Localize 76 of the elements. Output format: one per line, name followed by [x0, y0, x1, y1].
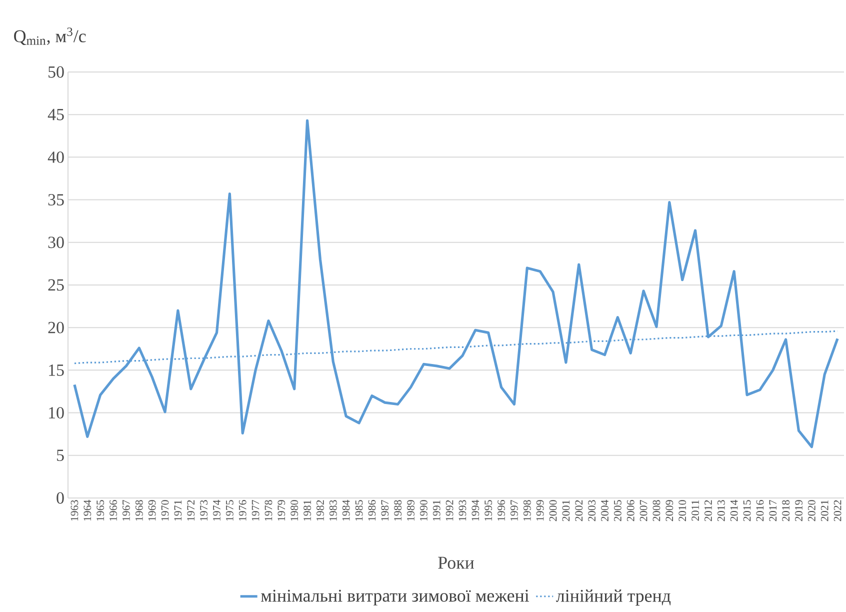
x-tick-label: 1991: [432, 500, 440, 521]
x-tick-label: 2013: [717, 500, 725, 522]
x-tick-label: 1984: [342, 500, 350, 521]
x-tick-label: 1999: [536, 500, 544, 521]
x-tick-label: 1997: [510, 500, 518, 521]
x-tick-label: 2011: [692, 500, 699, 521]
x-tick-label: 2007: [640, 500, 648, 522]
x-tick-label: 1978: [264, 500, 272, 521]
x-tick-label: 2003: [588, 500, 596, 522]
x-tick-label: 1998: [523, 500, 531, 521]
x-tick-label: 1963: [70, 500, 78, 521]
x-tick-label: 1987: [381, 500, 389, 521]
x-tick-label: 1989: [407, 500, 414, 521]
y-tick-label: 40: [48, 151, 64, 163]
x-tick-label: 2008: [652, 500, 660, 522]
x-tick-label: 2012: [704, 500, 712, 522]
x-tick-label: 1976: [238, 500, 246, 521]
x-tick-label: 1974: [213, 500, 220, 521]
x-tick-label: 2002: [575, 500, 583, 522]
x-tick-label: 1971: [174, 500, 182, 521]
x-tick-label: 1968: [135, 500, 143, 521]
x-tick-label: 2014: [730, 500, 738, 522]
x-tick-label: 1969: [148, 500, 156, 521]
x-tick-label: 2009: [666, 500, 674, 522]
line-series: [73, 119, 839, 448]
x-tick-label: 2019: [795, 500, 802, 522]
y-tick-label: 25: [48, 279, 64, 291]
y-tick-label: 15: [49, 364, 64, 376]
x-tick-label: 1972: [187, 500, 195, 521]
x-tick-label: 1980: [290, 500, 298, 521]
x-tick-label: 2018: [782, 500, 790, 522]
y-tick-label: 45: [48, 108, 64, 120]
x-tick-label: 1970: [161, 500, 169, 521]
x-tick-label: 2017: [769, 500, 777, 522]
x-tick-label: 1985: [355, 500, 363, 521]
x-tick-label: 1992: [446, 500, 454, 521]
y-tick-label: 50: [48, 66, 64, 78]
x-tick-label: 2004: [601, 500, 608, 522]
x-tick-label: 1983: [329, 500, 337, 521]
x-tick-label: 1973: [200, 500, 208, 521]
x-tick-label: 2020: [808, 500, 816, 522]
y-tick-label: 0: [56, 492, 64, 504]
x-tick-label: 1988: [394, 500, 402, 521]
x-tick-label: 2010: [678, 500, 686, 522]
x-tick-label: 2021: [820, 500, 828, 522]
x-tick-label: 1996: [498, 500, 505, 521]
x-tick-label: 1965: [96, 500, 104, 521]
x-tick-label: 1990: [420, 500, 428, 521]
x-tick-label: 2015: [743, 500, 751, 522]
x-tick-label: 1967: [122, 500, 130, 521]
legend-label: лінійний тренд: [556, 589, 671, 606]
x-tick-label: 1979: [278, 500, 286, 521]
y-tick-label: 20: [48, 322, 64, 334]
x-tick-label: 2022: [834, 500, 842, 522]
y-tick-label: 30: [48, 236, 64, 248]
x-axis-title: Роки: [438, 556, 474, 569]
x-tick-label: 2000: [549, 500, 557, 522]
x-tick-label: 1994: [472, 500, 480, 521]
x-tick-label: 1975: [226, 500, 234, 521]
y-axis-title: Q$_{min}$, м$^{3}$/с: [14, 28, 86, 46]
x-tick-label: 1993: [458, 500, 466, 521]
x-tick-label: 2006: [626, 500, 634, 522]
y-tick-label: 35: [48, 194, 64, 206]
x-tick-label: 2001: [562, 500, 570, 522]
y-tick-label: 10: [49, 407, 64, 419]
y-tick-label: 5: [57, 450, 64, 462]
x-tick-label: 1981: [304, 500, 311, 521]
x-tick-label: 1977: [252, 500, 260, 521]
x-tick-label: 2005: [614, 500, 622, 522]
legend-label: мінімальні витрати зимової межені: [261, 590, 530, 606]
x-tick-label: 1986: [368, 500, 376, 521]
x-tick-label: 1995: [484, 500, 492, 521]
x-tick-label: 2016: [756, 500, 764, 522]
x-tick-label: 1966: [110, 500, 117, 521]
x-tick-label: 1982: [316, 500, 324, 521]
x-tick-label: 1964: [84, 500, 92, 521]
